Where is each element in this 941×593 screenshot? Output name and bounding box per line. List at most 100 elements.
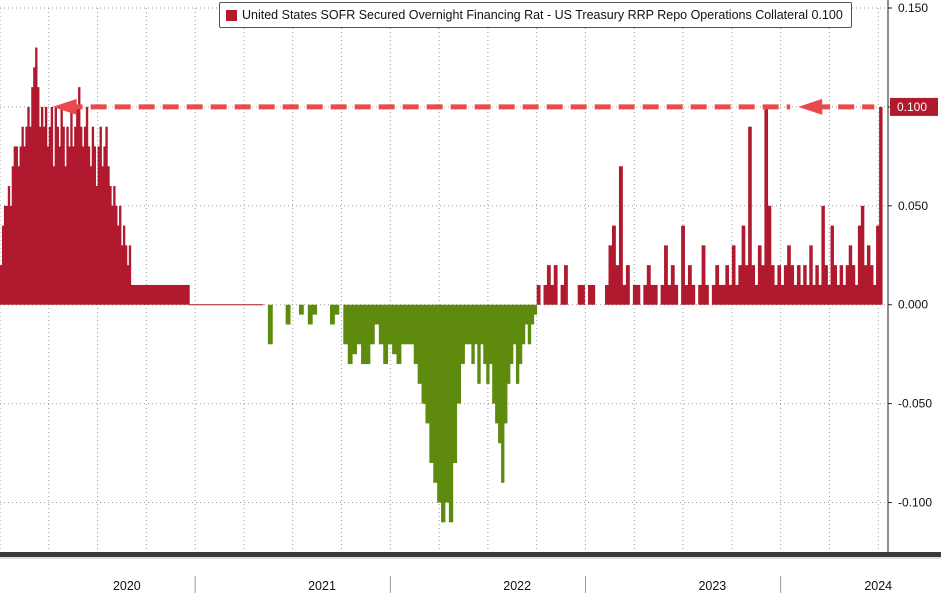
bar: [413, 304, 419, 365]
bar: [764, 106, 769, 305]
bar: [664, 245, 668, 305]
bar: [39, 126, 42, 305]
x-tick-label: 2021: [308, 579, 336, 593]
bar: [705, 284, 709, 305]
bar: [378, 304, 384, 345]
x-tick-label: 2024: [864, 579, 892, 593]
bar: [95, 186, 98, 305]
bar: [876, 225, 880, 305]
last-value-tag: 0.100: [890, 97, 938, 116]
bar: [109, 186, 112, 305]
bar: [68, 146, 71, 305]
bar: [44, 106, 48, 305]
bar: [646, 265, 651, 305]
bar: [879, 106, 883, 305]
legend[interactable]: United States SOFR Secured Overnight Fin…: [219, 2, 852, 28]
bar: [857, 225, 862, 305]
bar: [711, 284, 716, 305]
bar: [452, 304, 458, 463]
bar: [564, 265, 568, 305]
bar: [812, 284, 816, 305]
bar: [518, 304, 523, 365]
bar: [285, 304, 291, 325]
bar: [105, 126, 108, 305]
bar: [796, 265, 801, 305]
arrow-head-left: [52, 98, 77, 115]
bar: [504, 304, 508, 424]
bar: [85, 106, 89, 305]
bar: [521, 304, 526, 345]
bar: [119, 205, 122, 305]
bar: [681, 225, 685, 305]
bar: [873, 284, 877, 305]
bar: [267, 304, 273, 345]
bar: [550, 284, 555, 305]
bar: [770, 265, 775, 305]
bar: [361, 304, 366, 365]
last-value-tag-text: 0.100: [897, 100, 927, 114]
bar: [605, 284, 609, 305]
bar: [501, 304, 505, 483]
legend-label: United States SOFR Secured Overnight Fin…: [242, 8, 808, 22]
bar: [312, 304, 318, 315]
bar: [486, 304, 490, 384]
bar: [58, 146, 61, 305]
bar: [480, 304, 484, 345]
bar: [60, 106, 63, 305]
axes: [0, 0, 941, 559]
bar: [498, 304, 502, 444]
bar: [774, 284, 778, 305]
bar: [767, 205, 772, 305]
bar: [11, 166, 15, 305]
bar: [863, 265, 868, 305]
bar: [777, 265, 782, 305]
bar: [448, 304, 454, 523]
bar: [298, 304, 304, 315]
bar: [530, 304, 535, 325]
y-tick-label: 0.000: [898, 298, 928, 312]
bar: [870, 265, 874, 305]
bar: [56, 126, 59, 305]
x-tick-label: 2022: [503, 579, 531, 593]
bar: [728, 284, 733, 305]
bar: [722, 284, 726, 305]
bar: [611, 225, 616, 305]
bar: [687, 265, 692, 305]
bar: [17, 166, 20, 305]
bar: [591, 284, 596, 305]
bar: [790, 265, 795, 305]
bar: [780, 284, 785, 305]
bar: [74, 126, 77, 305]
bar: [553, 265, 558, 305]
bar: [866, 245, 871, 305]
arrow-head-right: [798, 98, 823, 115]
bar: [800, 284, 804, 305]
bar: [78, 87, 81, 305]
bar: [851, 265, 856, 305]
bar: [369, 304, 375, 345]
bar: [29, 126, 32, 305]
bar: [50, 106, 54, 305]
bar: [97, 146, 100, 305]
bar: [441, 304, 446, 523]
bar: [62, 126, 65, 305]
bar: [715, 265, 720, 305]
bar: [741, 225, 746, 305]
bar: [347, 304, 353, 365]
bar: [636, 284, 641, 305]
y-tick-label: 0.150: [898, 1, 928, 15]
bar: [437, 304, 442, 503]
bar: [815, 265, 819, 305]
bar: [400, 304, 406, 345]
bar: [625, 265, 630, 305]
bar: [42, 126, 46, 305]
bar: [1, 225, 5, 305]
bar: [581, 284, 585, 305]
bar: [460, 304, 465, 365]
bar: [23, 146, 26, 305]
bar: [425, 304, 430, 424]
bar: [691, 284, 696, 305]
bar: [615, 265, 620, 305]
bar: [492, 304, 496, 404]
bar: [735, 284, 739, 305]
